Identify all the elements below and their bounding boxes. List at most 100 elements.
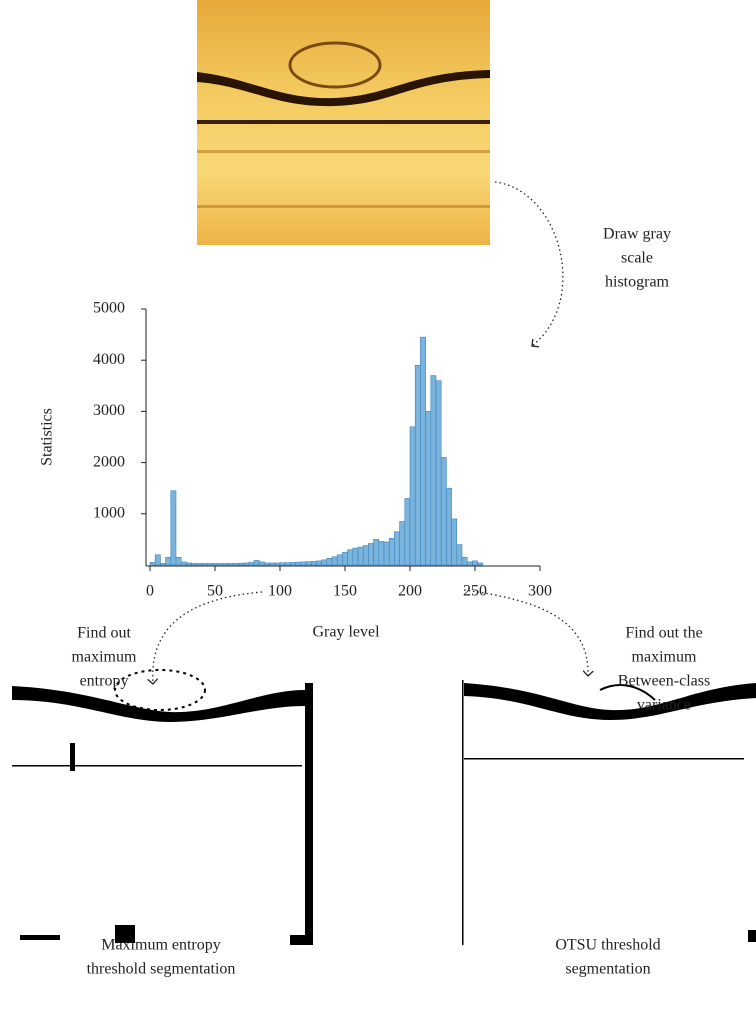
label-line: Maximum entropy	[101, 937, 221, 954]
bar	[378, 541, 385, 566]
bar	[264, 562, 270, 566]
y-tick-label: 5000	[93, 300, 125, 317]
bar	[373, 539, 380, 566]
bar	[284, 562, 291, 566]
bar	[295, 561, 302, 566]
label-line: threshold segmentation	[87, 961, 236, 978]
bar	[368, 543, 374, 566]
label-line: Draw gray	[603, 226, 671, 243]
bar	[149, 562, 156, 566]
label-line: Find out	[77, 625, 131, 642]
labels: Draw gray scale histogram Find out maximum en…	[72, 226, 711, 978]
bar	[160, 563, 166, 566]
bar	[217, 563, 224, 566]
bar	[170, 490, 177, 566]
bar	[248, 562, 255, 566]
bar	[274, 562, 281, 566]
label-line: scale	[621, 250, 653, 267]
x-tick-label: 0	[146, 583, 154, 600]
bar	[196, 563, 203, 566]
label-line: entropy	[80, 673, 129, 690]
bar	[326, 558, 333, 566]
bar	[206, 563, 213, 566]
source-image	[197, 0, 490, 245]
y-tick-label: 3000	[93, 402, 125, 419]
y-tick-label: 2000	[93, 453, 125, 470]
bar	[461, 557, 468, 566]
bar	[435, 380, 442, 566]
bar	[253, 560, 260, 566]
bar	[165, 557, 172, 566]
bar	[232, 563, 239, 566]
bar	[201, 563, 208, 566]
bar	[404, 498, 411, 566]
bar	[336, 554, 343, 566]
bar	[310, 561, 317, 566]
bar	[394, 531, 400, 566]
x-axis-label: Gray level	[312, 624, 380, 641]
bar	[399, 521, 406, 566]
bar	[430, 375, 437, 566]
bar	[420, 336, 426, 566]
x-tick-label: 50	[207, 583, 223, 600]
bar	[409, 426, 416, 566]
label-line: variance	[637, 697, 691, 714]
bar	[466, 561, 473, 566]
bar	[456, 544, 463, 566]
arrow	[153, 591, 263, 684]
bar	[212, 563, 218, 566]
x-tick-label: 300	[528, 583, 552, 600]
x-tick-label: 200	[398, 583, 422, 600]
bar	[414, 365, 421, 566]
x-tick-label: 250	[463, 583, 487, 600]
entropy-image	[12, 669, 313, 945]
label-line: Between-class	[618, 673, 710, 690]
bar	[290, 562, 296, 566]
bar	[331, 556, 338, 566]
bar	[279, 562, 286, 566]
bar	[425, 411, 432, 566]
label-line: maximum	[72, 649, 137, 666]
bar	[451, 518, 458, 566]
y-axis-label: Statistics	[39, 408, 56, 466]
bar	[191, 563, 198, 566]
bar	[258, 561, 265, 566]
bar	[446, 487, 452, 566]
bar	[227, 563, 234, 566]
bar	[347, 549, 354, 566]
x-tick-label: 150	[333, 583, 357, 600]
bar	[477, 562, 484, 566]
label-line: segmentation	[565, 961, 650, 978]
bar	[222, 563, 229, 566]
bar	[352, 547, 359, 566]
otsu-image	[462, 680, 756, 945]
arrow	[494, 181, 564, 346]
label-line: histogram	[605, 274, 670, 291]
bar	[440, 457, 447, 566]
bar	[186, 562, 192, 566]
arrow	[463, 589, 588, 676]
bar	[238, 562, 244, 566]
bar	[357, 546, 364, 566]
bar	[154, 554, 161, 566]
bar	[305, 561, 312, 566]
bar	[175, 557, 182, 566]
bar	[180, 561, 187, 566]
y-tick-label: 4000	[93, 351, 125, 368]
bar	[342, 551, 348, 566]
bar	[269, 562, 276, 566]
bar	[362, 545, 369, 566]
bar	[300, 561, 307, 566]
y-tick-label: 1000	[93, 504, 125, 521]
bar	[321, 559, 328, 566]
bar	[316, 560, 322, 566]
label-line: maximum	[632, 649, 697, 666]
histogram: Statistics Gray level 100020003000400050…	[39, 300, 552, 641]
label-line: Find out the	[625, 625, 702, 642]
bar	[472, 560, 478, 566]
bar	[243, 562, 250, 566]
x-tick-label: 100	[268, 583, 292, 600]
label-line: OTSU threshold	[555, 937, 660, 954]
bar	[388, 538, 395, 566]
